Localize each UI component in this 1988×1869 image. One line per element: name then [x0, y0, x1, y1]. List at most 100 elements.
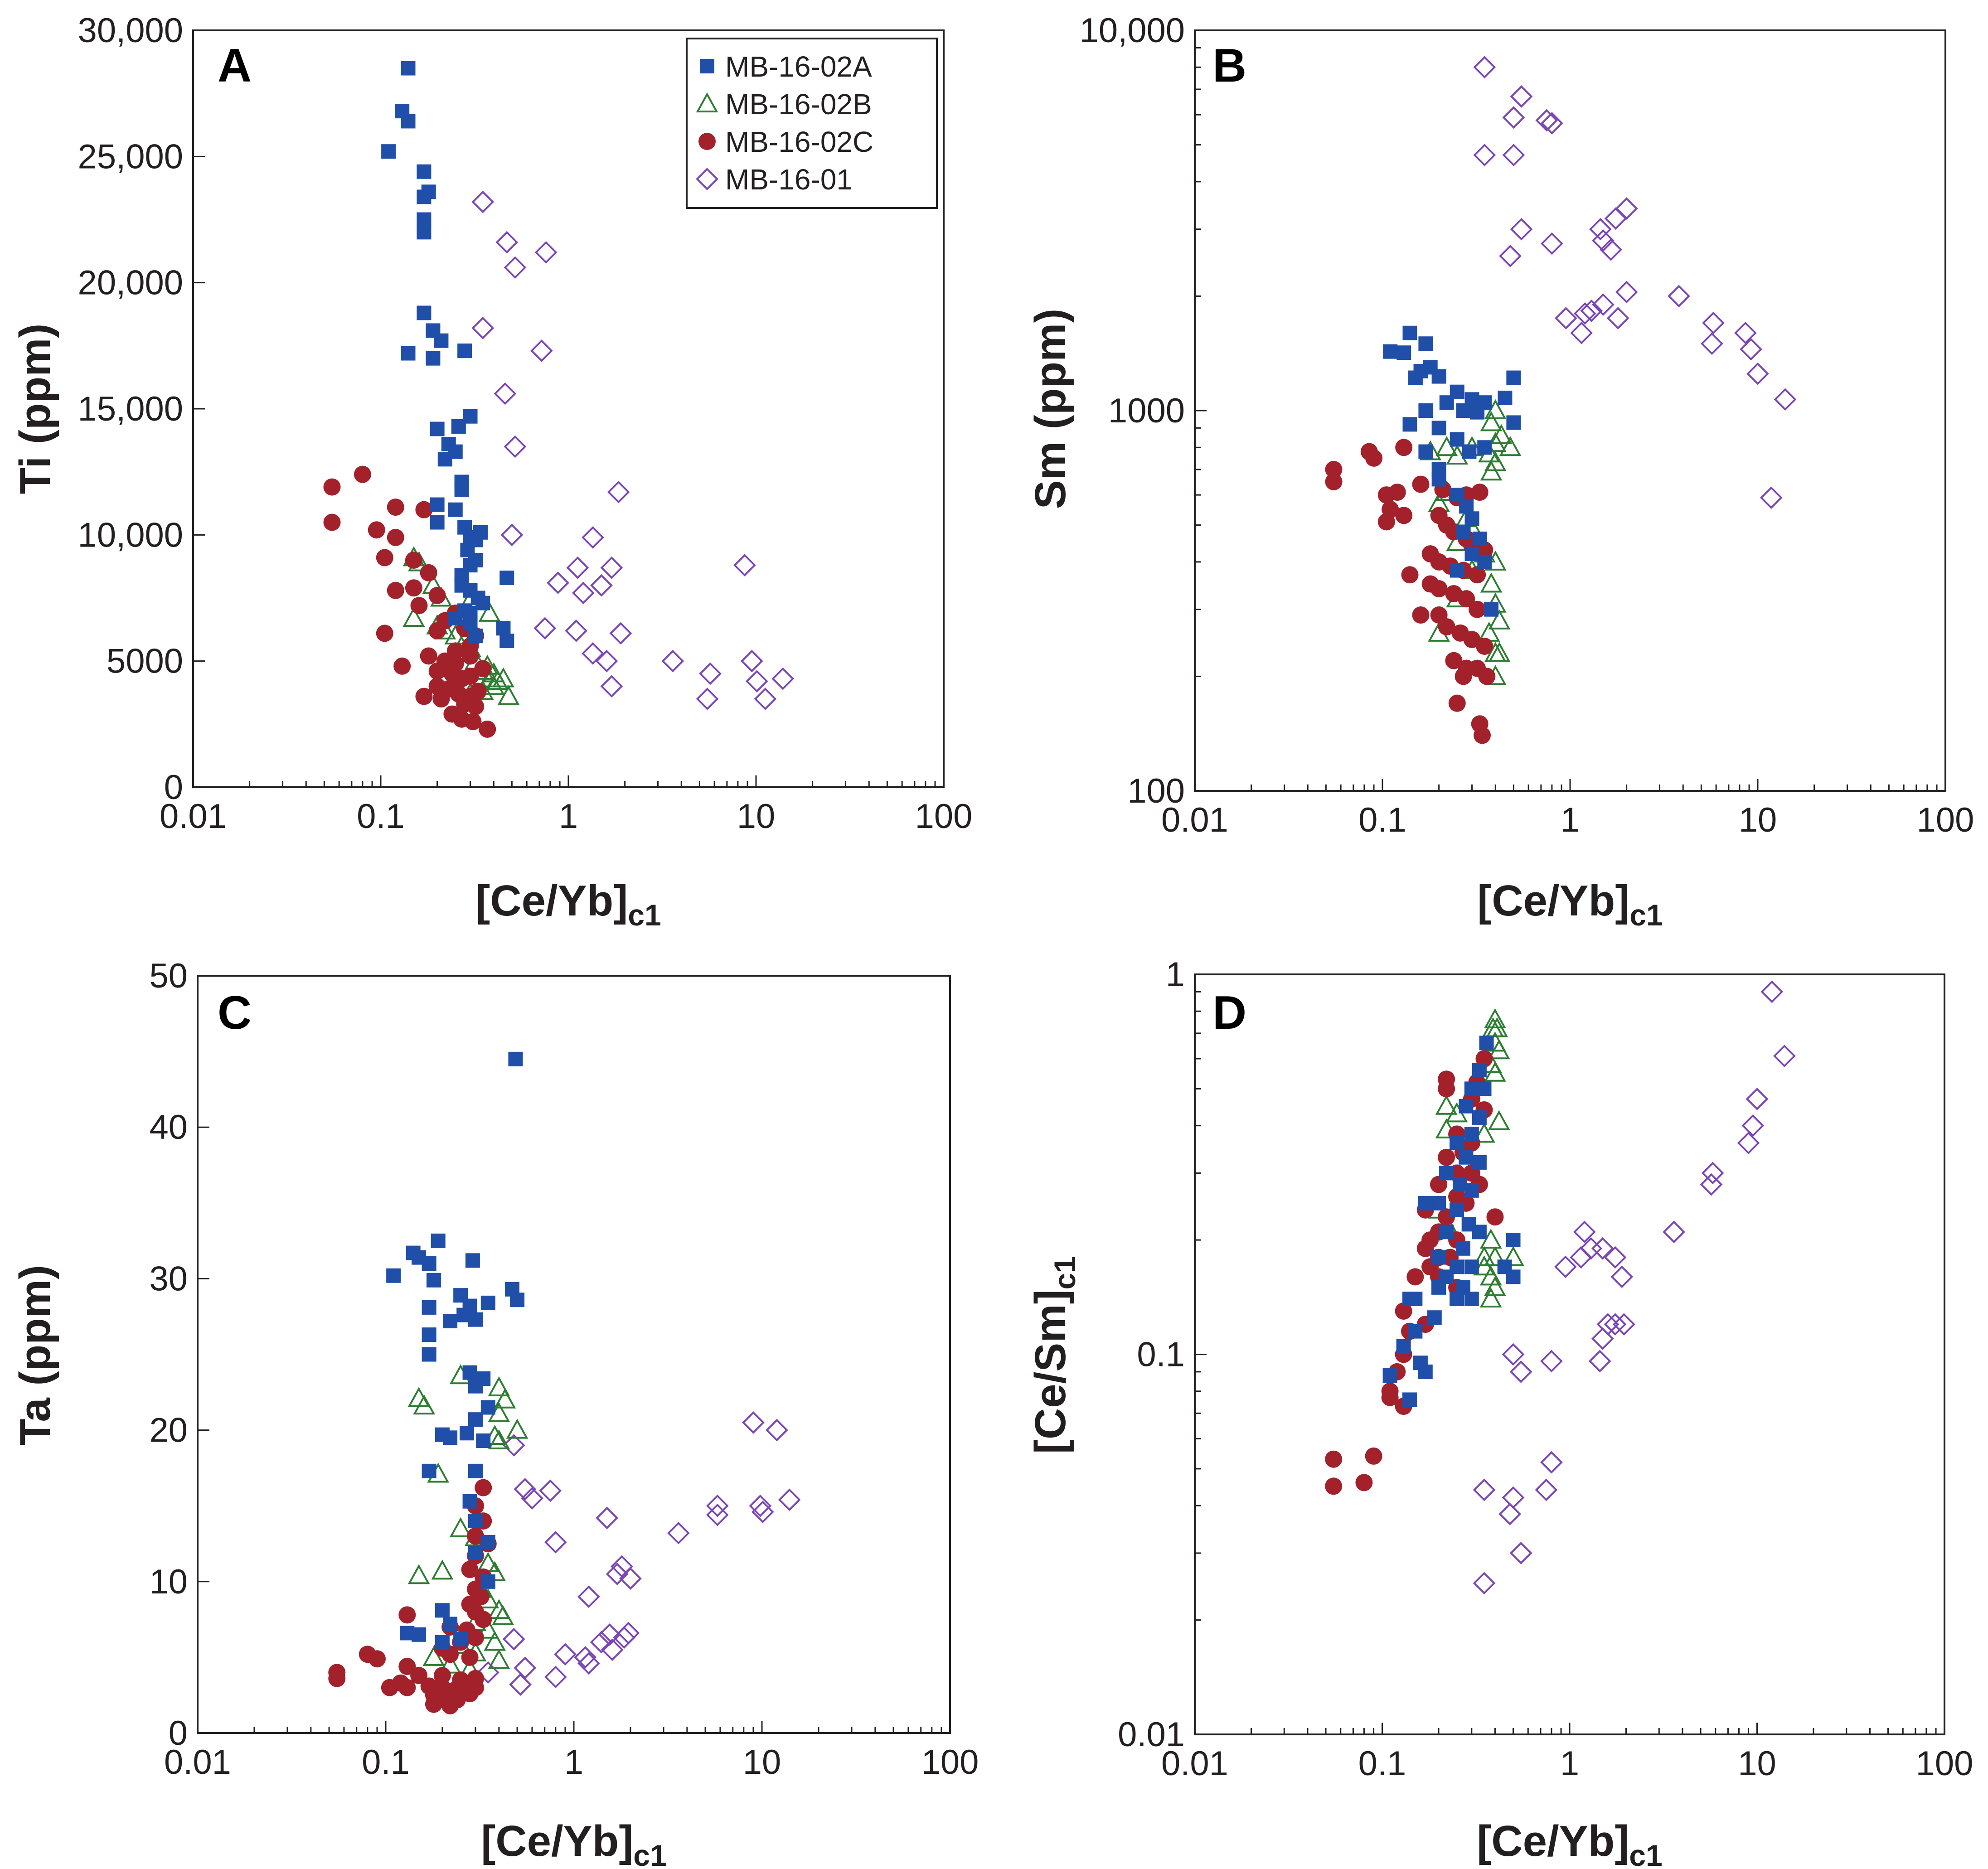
panel-c-point-mb-16-01	[596, 1506, 618, 1530]
panel-b-point-mb-16-02c	[1478, 668, 1496, 685]
panel-c-point-mb-16-01	[742, 1411, 765, 1434]
panel-d-point-mb-16-02a	[1439, 1225, 1454, 1240]
panel-b-point-mb-16-01	[1600, 238, 1622, 261]
panel-c-point-mb-16-02a	[468, 1412, 483, 1427]
panel-c-point-mb-16-02c	[441, 1697, 459, 1714]
panel-c-point-mb-16-01	[554, 1643, 577, 1666]
panel-c-x-tick-label: 10	[743, 1743, 781, 1782]
panel-c-point-mb-16-01	[590, 1631, 613, 1654]
panel-d-point-mb-16-02a	[1431, 1280, 1446, 1295]
panel-a-x-tick-label: 100	[915, 797, 973, 836]
panel-d-point-mb-16-02a	[1439, 1166, 1454, 1181]
panel-b-point-mb-16-01	[1592, 293, 1615, 316]
panel-b-point-mb-16-02a	[1470, 405, 1485, 420]
panel-b-frame	[1194, 29, 1946, 792]
panel-a-point-mb-16-01	[754, 688, 777, 710]
panel-b-point-mb-16-02a	[1450, 432, 1464, 447]
panel-a-point-mb-16-01	[600, 556, 623, 579]
panel-b-y-tick-label: 10,000	[1080, 11, 1185, 50]
panel-b-ticks: 0.01 0.1 1 10 100 100 1000 10,000	[1080, 11, 1974, 839]
panel-a-point-mb-16-01	[609, 622, 632, 645]
panel-d-point-mb-16-01	[1498, 1503, 1522, 1525]
panel-b-point-mb-16-02c	[1365, 449, 1383, 467]
panel-d-y-tick-label: 0.1	[1137, 1336, 1185, 1374]
panel-a-point-mb-16-02c	[446, 642, 464, 660]
panel-a-point-mb-16-02b	[497, 685, 520, 705]
panel-b-point-mb-16-01	[1606, 307, 1629, 329]
panel-a-point-mb-16-02c	[446, 655, 464, 673]
panel-c-point-mb-16-01	[514, 1478, 537, 1501]
panel-c-point-mb-16-02b	[488, 1429, 510, 1449]
panel-d-y-tick-label: 1	[1166, 955, 1185, 994]
panel-b-point-mb-16-01	[1510, 85, 1533, 108]
panel-d-point-mb-16-01	[1502, 1343, 1525, 1366]
panel-c-y-tick-label: 10	[149, 1563, 188, 1601]
panel-b-point-mb-16-01	[1734, 321, 1757, 344]
panel-b-point-mb-16-02a	[1464, 511, 1479, 526]
panel-b-point-mb-16-02a	[1498, 390, 1513, 405]
panel-a-point-mb-16-02a	[426, 351, 441, 366]
panel-c-point-mb-16-01	[502, 1434, 525, 1457]
panel-d-point-mb-16-02a	[1459, 1150, 1474, 1165]
panel-c-x-axis-title: [Ce/Yb]c1	[481, 1817, 666, 1869]
panel-d-point-mb-16-01	[1535, 1478, 1558, 1501]
panel-c-point-mb-16-02a	[422, 1300, 436, 1315]
panel-d-point-mb-16-02a	[1459, 1099, 1474, 1114]
panel-b-point-mb-16-02a	[1472, 531, 1487, 546]
panel-a-point-mb-16-02c	[474, 660, 492, 678]
panel-a-point-mb-16-02c	[323, 513, 341, 531]
panel-c-y-tick-label: 40	[149, 1108, 188, 1147]
legend-label: MB-16-02A	[725, 50, 872, 83]
panel-b-point-mb-16-02a	[1402, 417, 1417, 432]
panel-c-point-mb-16-02c	[461, 1685, 479, 1703]
panel-c-point-mb-16-02a	[422, 1463, 436, 1478]
panel-b-point-mb-16-02a	[1418, 444, 1433, 459]
panel-b-y-tick-label: 100	[1127, 772, 1185, 810]
panel-a-y-tick-label: 0	[164, 768, 183, 807]
panel-b-point-mb-16-01	[1589, 218, 1612, 241]
legend-marker-mb-16-02c	[698, 133, 716, 150]
panel-b-point-mb-16-01	[1502, 106, 1525, 129]
panel-a-point-mb-16-02a	[448, 502, 463, 517]
panel-c-point-mb-16-01	[577, 1585, 600, 1608]
legend-marker-mb-16-02a	[700, 59, 714, 73]
panel-c-point-mb-16-02c	[410, 1667, 428, 1685]
panel-c-point-mb-16-02a	[443, 1313, 458, 1328]
panel-b-point-mb-16-01	[1668, 285, 1690, 308]
panel-d-point-mb-16-01	[1613, 1313, 1635, 1336]
panel-b-point-mb-16-02c	[1445, 652, 1463, 669]
panel-b-point-mb-16-02a	[1402, 325, 1417, 340]
panel-b-point-mb-16-02b	[1488, 642, 1511, 662]
panel-b-point-mb-16-02b	[1480, 460, 1503, 481]
panel-b-x-tick-label: 1	[1561, 801, 1580, 839]
panel-d-point-mb-16-01	[1700, 1173, 1723, 1196]
panel-b-point-mb-16-01	[1570, 321, 1593, 344]
panel-c-point-mb-16-02a	[443, 1617, 458, 1632]
panel-a-point-mb-16-01	[534, 241, 558, 264]
panel-a-point-mb-16-02a	[499, 634, 514, 649]
panel-d-point-mb-16-02a	[1455, 1241, 1470, 1256]
panel-a-point-mb-16-01	[504, 256, 527, 279]
panel-b-x-tick-label: 100	[1917, 801, 1974, 839]
panel-a-point-mb-16-02a	[401, 114, 416, 129]
panel-c-point-mb-16-01	[778, 1488, 801, 1511]
panel-letter-c: C	[218, 987, 252, 1039]
panel-a-point-mb-16-02b	[482, 675, 505, 695]
panel-b-point-mb-16-02a	[1456, 403, 1471, 418]
panel-b-point-mb-16-02c	[1412, 475, 1430, 493]
panel-c-point-mb-16-02a	[468, 1545, 483, 1560]
panel-c-x-tick-label: 1	[564, 1743, 583, 1782]
panel-d-point-mb-16-01	[1604, 1246, 1627, 1269]
panel-a-point-mb-16-02c	[405, 552, 422, 569]
panel-a-point-mb-16-01	[733, 554, 756, 576]
panel-d-point-mb-16-01	[1773, 1045, 1796, 1067]
panel-d-point-mb-16-02b	[1484, 1008, 1506, 1028]
panel-a-point-mb-16-02c	[420, 647, 437, 665]
panel-a-point-mb-16-02c	[428, 662, 446, 680]
panel-b-point-mb-16-02c	[1377, 513, 1395, 531]
panel-c-point-mb-16-02a	[422, 1256, 436, 1271]
panel-a-ticks: 0.01 0.1 1 10 100 0 5000 10,000 15,000 20,000 25,0…	[78, 11, 973, 836]
panel-a-point-mb-16-02c	[432, 690, 450, 708]
panel-c-point-mb-16-02a	[431, 1233, 446, 1248]
panel-d-point-mb-16-02c	[1365, 1447, 1382, 1465]
